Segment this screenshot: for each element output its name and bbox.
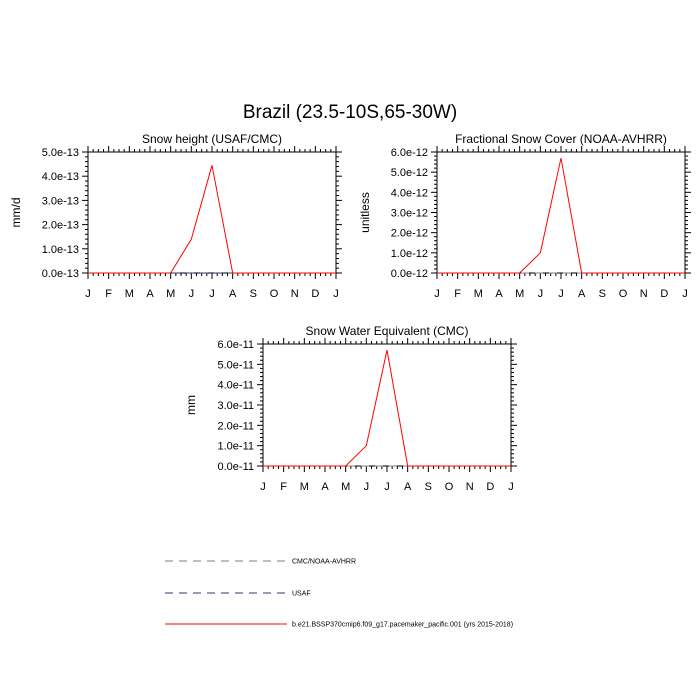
- series-line: [263, 349, 511, 467]
- x-tick-label: A: [146, 288, 154, 300]
- y-tick-label: 2.0e-11: [218, 420, 255, 432]
- x-tick-label: F: [280, 481, 287, 493]
- y-tick-label: 0.0e-12: [391, 268, 428, 280]
- legend-label: USAF: [292, 591, 311, 598]
- panel-title: Snow height (USAF/CMC): [142, 132, 282, 146]
- chart-panel-1: J F M A M J J A S O N D J0.0e-131.0e-132.0e-133.0e-1…: [9, 132, 342, 300]
- x-tick-label: J: [682, 288, 688, 300]
- x-tick-label: S: [250, 288, 257, 300]
- y-tick-label: 6.0e-11: [218, 339, 255, 351]
- x-tick-label: J: [260, 481, 266, 493]
- y-tick-label: 5.0e-12: [391, 167, 428, 179]
- y-tick-label: 4.0e-12: [391, 187, 428, 199]
- x-tick-label: A: [495, 288, 503, 300]
- y-tick-label: 4.0e-13: [42, 171, 79, 183]
- x-tick-label: J: [558, 288, 564, 300]
- x-tick-label: J: [434, 288, 440, 300]
- x-tick-label: A: [229, 288, 237, 300]
- figure-title: Brazil (23.5-10S,65-30W): [243, 102, 457, 123]
- x-tick-label: A: [404, 481, 412, 493]
- y-tick-label: 2.0e-12: [391, 228, 428, 240]
- y-axis-label: unitless: [358, 192, 372, 233]
- y-tick-label: 0.0e-13: [42, 268, 79, 280]
- y-tick-label: 4.0e-11: [218, 380, 255, 392]
- x-tick-label: M: [341, 481, 350, 493]
- x-tick-label: D: [311, 288, 319, 300]
- x-tick-label: A: [321, 481, 329, 493]
- x-tick-label: A: [578, 288, 586, 300]
- x-tick-label: D: [660, 288, 668, 300]
- legend-label: b.e21.BSSP370cmip6.f09_g17.pacemaker_pac…: [292, 622, 513, 629]
- plot-frame: [87, 151, 337, 274]
- x-tick-label: N: [291, 288, 299, 300]
- x-tick-label: M: [515, 288, 524, 300]
- x-tick-label: D: [486, 481, 494, 493]
- x-tick-label: M: [474, 288, 483, 300]
- chart-panel-3: J F M A M J J A S O N D J0.0e-111.0e-112.0e-113.0e-1…: [184, 324, 517, 493]
- chart-panel-2: J F M A M J J A S O N D J0.0e-121.0e-122.0e-123.0e-1…: [358, 132, 691, 300]
- x-tick-label: O: [619, 288, 628, 300]
- x-tick-label: O: [445, 481, 454, 493]
- x-tick-label: N: [466, 481, 474, 493]
- x-tick-label: J: [189, 288, 195, 300]
- y-tick-label: 3.0e-12: [391, 208, 428, 220]
- y-tick-label: 1.0e-11: [218, 441, 255, 453]
- y-tick-label: 5.0e-11: [218, 359, 255, 371]
- x-tick-label: M: [166, 288, 175, 300]
- x-tick-label: M: [300, 481, 309, 493]
- legend-label: CMC/NOAA-AVHRR: [292, 559, 356, 566]
- x-tick-label: S: [425, 481, 432, 493]
- series-line: [437, 157, 685, 274]
- x-tick-label: F: [454, 288, 461, 300]
- y-tick-label: 3.0e-13: [42, 195, 79, 207]
- legend: CMC/NOAA-AVHRR USAF b.e21.BSSP370cmip6.f09…: [165, 559, 513, 629]
- x-tick-label: J: [538, 288, 544, 300]
- x-tick-label: J: [364, 481, 370, 493]
- y-tick-label: 1.0e-13: [42, 244, 79, 256]
- x-tick-label: J: [209, 288, 215, 300]
- x-tick-label: F: [105, 288, 112, 300]
- x-tick-label: J: [333, 288, 339, 300]
- x-tick-label: S: [599, 288, 606, 300]
- y-tick-label: 1.0e-12: [391, 248, 428, 260]
- y-axis-label: mm: [184, 395, 198, 415]
- x-tick-label: J: [384, 481, 390, 493]
- panel-title: Fractional Snow Cover (NOAA-AVHRR): [455, 132, 667, 146]
- x-tick-label: J: [508, 481, 514, 493]
- plot-frame: [262, 343, 512, 467]
- y-tick-label: 3.0e-11: [218, 400, 255, 412]
- x-tick-label: N: [640, 288, 648, 300]
- y-axis-label: mm/d: [9, 198, 23, 228]
- y-tick-label: 5.0e-13: [42, 147, 79, 159]
- series-line: [88, 165, 336, 274]
- panel-title: Snow Water Equivalent (CMC): [306, 324, 469, 338]
- x-tick-label: O: [270, 288, 279, 300]
- x-tick-label: M: [125, 288, 134, 300]
- y-tick-label: 6.0e-12: [391, 147, 428, 159]
- x-tick-label: J: [85, 288, 91, 300]
- y-tick-label: 0.0e-11: [218, 461, 255, 473]
- plot-frame: [436, 151, 686, 274]
- y-tick-label: 2.0e-13: [42, 220, 79, 232]
